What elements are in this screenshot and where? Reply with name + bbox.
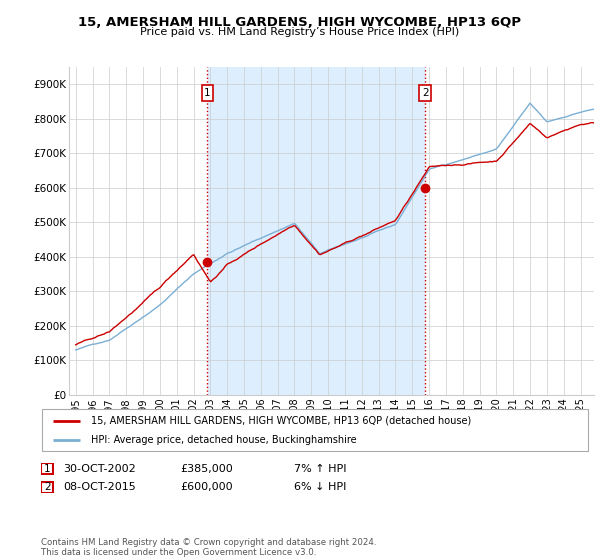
Text: 6% ↓ HPI: 6% ↓ HPI — [294, 482, 346, 492]
Text: 15, AMERSHAM HILL GARDENS, HIGH WYCOMBE, HP13 6QP: 15, AMERSHAM HILL GARDENS, HIGH WYCOMBE,… — [79, 16, 521, 29]
Text: 1: 1 — [204, 88, 211, 98]
Text: £600,000: £600,000 — [180, 482, 233, 492]
Text: 2: 2 — [422, 88, 428, 98]
Text: 15, AMERSHAM HILL GARDENS, HIGH WYCOMBE, HP13 6QP (detached house): 15, AMERSHAM HILL GARDENS, HIGH WYCOMBE,… — [91, 416, 472, 426]
Text: 7% ↑ HPI: 7% ↑ HPI — [294, 464, 347, 474]
FancyBboxPatch shape — [42, 409, 588, 451]
Text: £385,000: £385,000 — [180, 464, 233, 474]
Text: Price paid vs. HM Land Registry’s House Price Index (HPI): Price paid vs. HM Land Registry’s House … — [140, 27, 460, 37]
FancyBboxPatch shape — [41, 482, 53, 493]
Text: Contains HM Land Registry data © Crown copyright and database right 2024.
This d: Contains HM Land Registry data © Crown c… — [41, 538, 376, 557]
Text: HPI: Average price, detached house, Buckinghamshire: HPI: Average price, detached house, Buck… — [91, 435, 357, 445]
Text: 08-OCT-2015: 08-OCT-2015 — [63, 482, 136, 492]
Text: 2: 2 — [44, 482, 51, 492]
Text: 30-OCT-2002: 30-OCT-2002 — [63, 464, 136, 474]
FancyBboxPatch shape — [41, 463, 53, 474]
Text: 1: 1 — [44, 464, 51, 474]
